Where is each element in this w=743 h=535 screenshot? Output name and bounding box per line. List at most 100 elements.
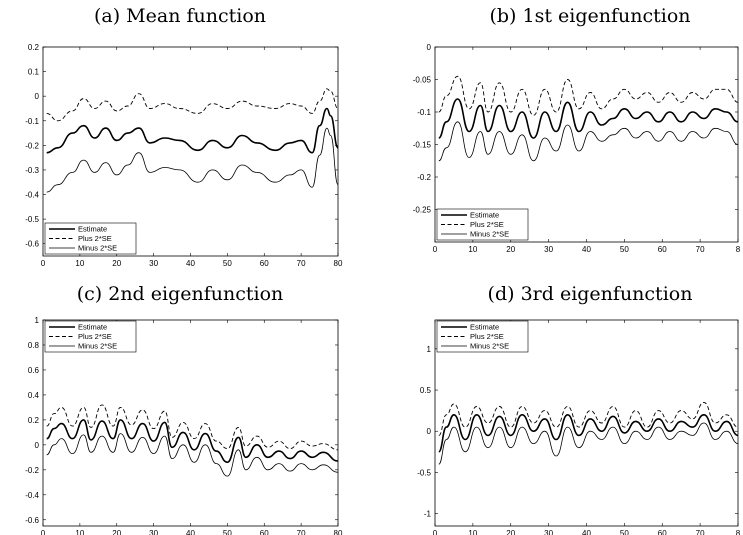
series-line-estimate — [46, 419, 338, 464]
chart-panel-2: (b) 1st eigenfunction 0 10 20 30 40 50 60 70 8 -0.… — [413, 5, 741, 254]
legend-box — [44, 320, 137, 353]
series-line-plus-2-se — [438, 75, 738, 116]
x-tick-label: 20 — [506, 529, 515, 535]
x-tick-label: 60 — [260, 259, 269, 268]
x-tick-label: 40 — [186, 529, 195, 535]
x-tick-label: 70 — [297, 529, 306, 535]
legend-label: Plus 2*SE — [470, 220, 504, 229]
chart-title: (a) Mean function — [94, 5, 266, 27]
x-tick-label: 30 — [149, 529, 158, 535]
x-tick-label: 20 — [506, 245, 515, 254]
x-tick-label: 60 — [260, 529, 269, 535]
chart-title: (b) 1st eigenfunction — [489, 5, 690, 27]
x-tick-label: 70 — [297, 259, 306, 268]
x-tick-label: 70 — [696, 245, 705, 254]
x-tick-label: 50 — [223, 259, 232, 268]
legend-label: Estimate — [470, 211, 499, 220]
x-tick-label: 50 — [223, 529, 232, 535]
x-tick-label: 10 — [468, 245, 477, 254]
y-tick-label: 0 — [35, 441, 40, 450]
y-tick-label: -0.6 — [25, 240, 39, 249]
x-tick-label: 60 — [658, 245, 667, 254]
y-tick-label: -0.4 — [25, 191, 39, 200]
y-tick-label: 0.2 — [28, 416, 40, 425]
chart-panel-1: (a) Mean function 0 10 20 30 40 50 60 70 80 -0.6 -0… — [25, 5, 343, 268]
legend-label: Estimate — [470, 323, 499, 332]
legend-label: Plus 2*SE — [78, 234, 112, 243]
series-line-minus-2-se — [46, 127, 338, 193]
chart-title: (d) 3rd eigenfunction — [488, 283, 693, 305]
x-tick-label: 30 — [544, 529, 553, 535]
y-tick-label: 0 — [427, 427, 432, 436]
legend-label: Minus 2*SE — [78, 342, 117, 351]
y-tick-label: -0.2 — [417, 173, 431, 182]
y-tick-label: -0.4 — [25, 491, 39, 500]
x-tick-label: 0 — [433, 529, 438, 535]
x-tick-label: 60 — [658, 529, 667, 535]
series-line-estimate — [46, 107, 338, 154]
x-tick-label: 80 — [334, 529, 343, 535]
legend-box — [436, 320, 529, 353]
chart-title: (c) 2nd eigenfunction — [77, 283, 284, 305]
series-line-minus-2-se — [46, 433, 338, 477]
series-line-minus-2-se — [438, 422, 738, 465]
legend-label: Minus 2*SE — [470, 342, 509, 351]
y-tick-label: -0.6 — [25, 516, 39, 525]
series-line-plus-2-se — [438, 401, 738, 436]
y-tick-label: -0.1 — [25, 117, 39, 126]
x-tick-label: 20 — [112, 529, 121, 535]
x-tick-label: 10 — [75, 529, 84, 535]
legend-label: Estimate — [78, 225, 107, 234]
chart-panel-3: (c) 2nd eigenfunction 0 10 20 30 40 50 60 70 80 -0… — [25, 283, 343, 535]
y-tick-label: 0.6 — [28, 366, 40, 375]
y-tick-label: -1 — [424, 510, 432, 519]
x-tick-label: 30 — [544, 245, 553, 254]
legend-label: Estimate — [78, 323, 107, 332]
x-tick-label: 70 — [696, 529, 705, 535]
y-tick-label: -0.25 — [413, 206, 432, 215]
x-tick-label: 20 — [112, 259, 121, 268]
y-tick-label: 1 — [427, 345, 432, 354]
legend-box — [44, 222, 137, 255]
x-tick-label: 0 — [433, 245, 438, 254]
x-tick-label: 0 — [41, 259, 46, 268]
legend-box — [436, 208, 529, 241]
x-tick-label: 10 — [75, 259, 84, 268]
x-tick-label: 40 — [186, 259, 195, 268]
legend-label: Minus 2*SE — [78, 244, 117, 253]
series-line-plus-2-se — [46, 404, 338, 451]
y-tick-label: 0 — [35, 92, 40, 101]
series-line-estimate — [438, 413, 738, 453]
x-tick-label: 80 — [334, 259, 343, 268]
y-tick-label: -0.5 — [25, 215, 39, 224]
y-tick-label: -0.5 — [417, 468, 431, 477]
x-tick-label: 40 — [582, 245, 591, 254]
y-tick-label: -0.1 — [417, 108, 431, 117]
x-tick-label: 8 — [736, 529, 741, 535]
y-tick-label: 0.8 — [28, 341, 40, 350]
y-tick-label: -0.3 — [25, 166, 39, 175]
x-tick-label: 50 — [620, 245, 629, 254]
series-line-minus-2-se — [438, 121, 738, 162]
x-tick-label: 8 — [736, 245, 741, 254]
y-tick-label: -0.2 — [25, 466, 39, 475]
y-tick-label: 0.2 — [28, 43, 40, 52]
series-line-plus-2-se — [46, 88, 338, 122]
y-tick-label: -0.15 — [413, 141, 432, 150]
x-tick-label: 30 — [149, 259, 158, 268]
y-tick-label: 0.4 — [28, 391, 40, 400]
series-line-estimate — [438, 98, 738, 139]
y-tick-label: 0 — [427, 43, 432, 52]
y-tick-label: -0.05 — [413, 76, 432, 85]
y-tick-label: 0.1 — [28, 68, 40, 77]
x-tick-label: 0 — [41, 529, 46, 535]
y-tick-label: -0.2 — [25, 141, 39, 150]
legend-label: Plus 2*SE — [470, 332, 504, 341]
x-tick-label: 40 — [582, 529, 591, 535]
